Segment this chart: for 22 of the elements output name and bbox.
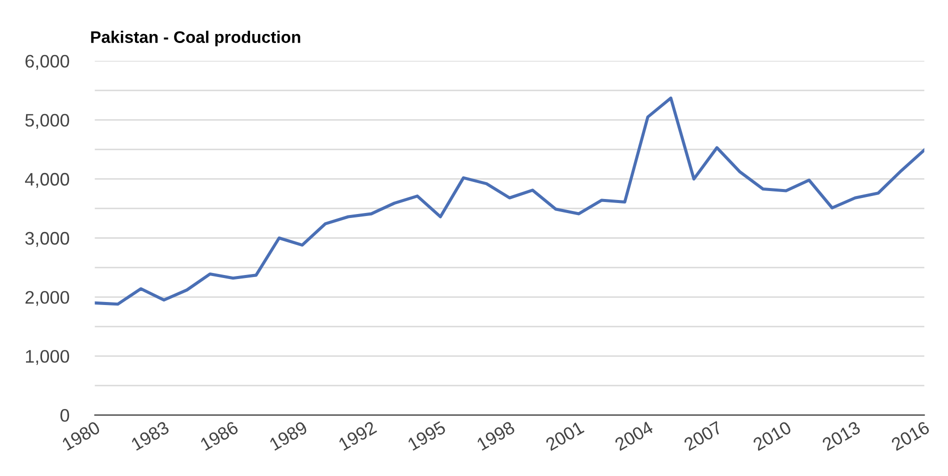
x-tick-label: 1992 (338, 420, 378, 451)
y-tick-label: 6,000 (26, 54, 70, 70)
x-tick-label: 2013 (821, 420, 862, 452)
y-tick-label: 3,000 (25, 232, 70, 247)
line-series (94, 96, 924, 306)
x-tick-label: 2010 (752, 420, 792, 452)
y-tick-label: 5,000 (25, 114, 70, 129)
x-tick-label: 1995 (407, 420, 446, 451)
x-tick-label: 2016 (890, 420, 930, 452)
x-tick-label: 2004 (614, 420, 654, 452)
y-tick-label: 2,000 (26, 290, 70, 306)
x-tick-label: 1983 (130, 420, 170, 451)
chart-title: Pakistan - Coal production (91, 30, 300, 46)
x-tick-label: 1980 (61, 420, 101, 451)
x-tick-label: 1989 (268, 420, 308, 451)
y-tick-label: 0 (60, 409, 70, 422)
y-tick-label: 4,000 (25, 172, 70, 188)
x-tick-label: 1998 (476, 420, 516, 451)
y-tick-label: 1,000 (26, 350, 70, 365)
x-tick-label: 2001 (544, 420, 585, 452)
x-tick-label: 1986 (200, 420, 239, 451)
x-tick-label: 2007 (683, 420, 723, 452)
